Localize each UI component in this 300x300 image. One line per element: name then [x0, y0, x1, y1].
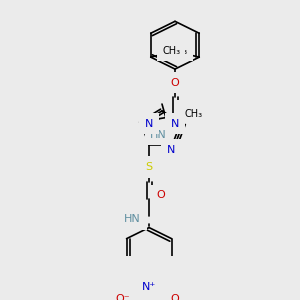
Text: N: N: [167, 145, 175, 155]
Text: O: O: [183, 106, 191, 116]
Text: HN: HN: [124, 214, 141, 224]
Text: CH₃: CH₃: [184, 109, 202, 118]
Text: HN: HN: [150, 130, 167, 140]
Text: N⁺: N⁺: [142, 282, 156, 292]
Text: CH₃: CH₃: [170, 46, 188, 56]
Text: N: N: [145, 119, 153, 129]
Text: O⁻: O⁻: [116, 294, 130, 300]
Text: N: N: [171, 119, 179, 129]
Text: O: O: [171, 294, 179, 300]
Text: S: S: [146, 162, 153, 172]
Text: O: O: [157, 190, 165, 200]
Text: CH₃: CH₃: [162, 46, 180, 56]
Text: O: O: [171, 78, 179, 88]
